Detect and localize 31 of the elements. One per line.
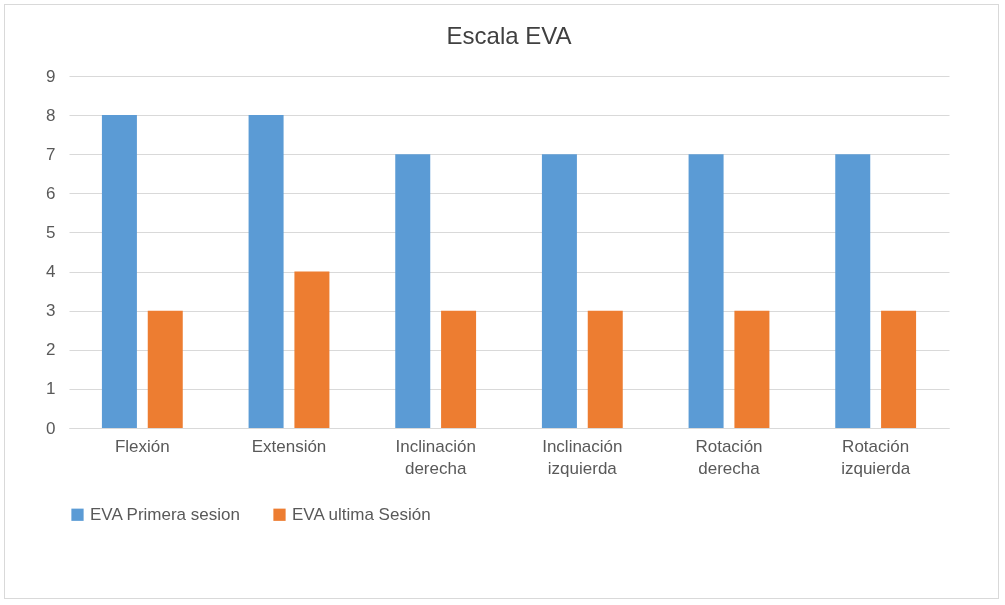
bar	[734, 310, 770, 428]
x-tick-label: Inclinación izquierda	[542, 436, 623, 478]
y-tick-label: 8	[46, 105, 56, 125]
bar	[147, 310, 183, 428]
x-tick-label: Flexión	[114, 436, 170, 456]
bar	[881, 310, 917, 428]
legend-label: EVA ultima Sesión	[292, 504, 431, 524]
bar	[441, 310, 477, 428]
y-tick-label: 1	[46, 379, 56, 399]
legend-label: EVA Primera sesion	[90, 504, 240, 524]
bar	[541, 154, 577, 428]
bar	[587, 310, 623, 428]
bar	[395, 154, 431, 428]
bar	[294, 271, 330, 428]
bar	[101, 115, 137, 428]
bar	[688, 154, 724, 428]
y-tick-label: 4	[46, 262, 56, 282]
y-tick-label: 6	[46, 183, 56, 203]
y-tick-label: 0	[46, 418, 56, 438]
y-tick-label: 2	[46, 340, 56, 360]
bar	[835, 154, 871, 428]
y-tick-label: 5	[46, 222, 56, 242]
bar	[248, 115, 284, 428]
y-tick-label: 3	[46, 301, 56, 321]
y-tick-label: 9	[46, 66, 56, 86]
chart-title: Escala EVA	[446, 22, 572, 49]
x-tick-label: Rotación derecha	[695, 436, 763, 478]
x-tick-label: Extensión	[251, 436, 327, 456]
x-tick-label: Rotación izquierda	[841, 436, 911, 478]
x-tick-label: Inclinación derecha	[395, 436, 476, 478]
y-tick-label: 7	[46, 144, 56, 164]
